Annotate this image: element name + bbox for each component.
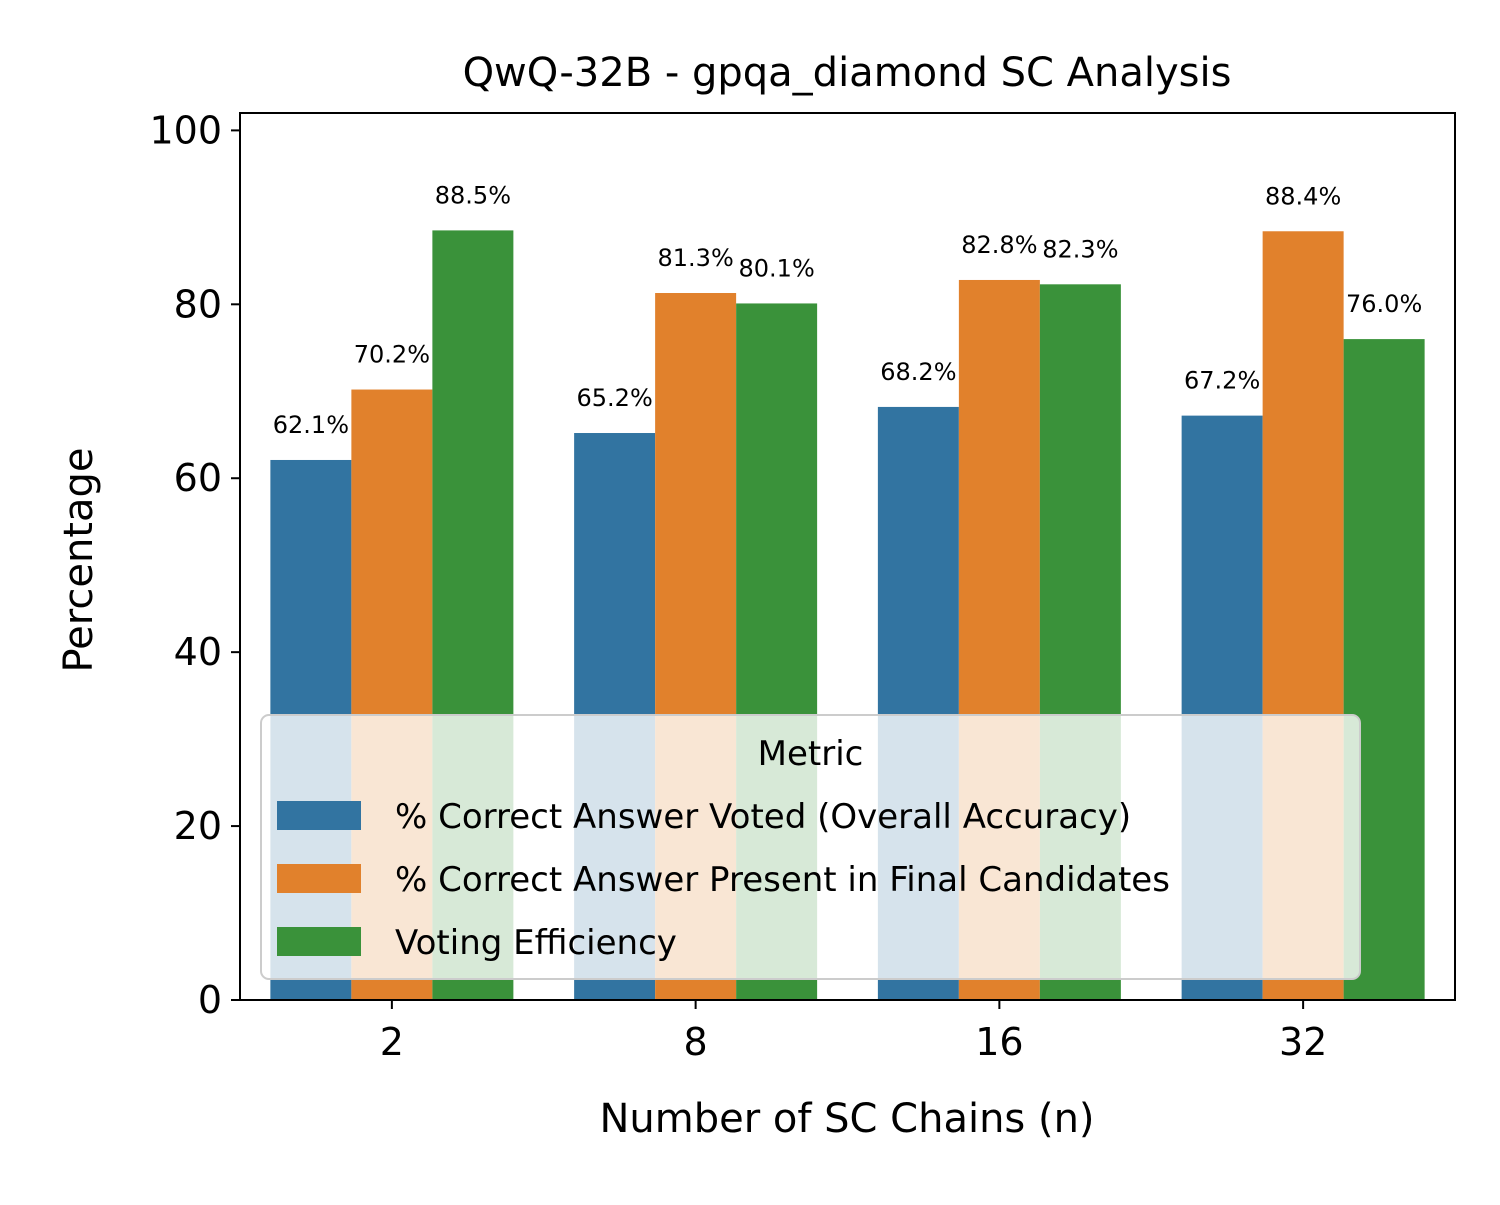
plot-frame (239, 112, 1456, 1001)
bar-value-label: 65.2% (577, 384, 653, 412)
legend-swatch (277, 927, 361, 956)
bar-value-label: 62.1% (273, 411, 349, 439)
chart-title: QwQ-32B - gpqa_diamond SC Analysis (463, 50, 1232, 96)
y-axis-label: Percentage (56, 447, 102, 672)
y-tick-label: 40 (174, 630, 222, 674)
legend-title: Metric (758, 734, 864, 774)
bar-value-label: 80.1% (739, 254, 815, 282)
bar-value-label: 67.2% (1184, 367, 1260, 395)
y-tick-label: 60 (174, 456, 222, 500)
legend-entry-label: % Correct Answer Present in Final Candid… (395, 860, 1170, 900)
bar-labels-layer: 62.1% 65.2% 68.2% 67.2% 70.2% 81.3% 82.8% 88.4%… (273, 181, 1423, 439)
legend-box (260, 714, 1361, 980)
y-tick-label: 0 (198, 978, 222, 1022)
legend-entry-label: Voting Efficiency (395, 923, 677, 963)
legend: Metric % Correct Answer Voted (Overall Ac… (260, 714, 1361, 980)
legend-swatch (277, 801, 361, 830)
bar-value-label: 68.2% (880, 358, 956, 386)
bar-value-label: 81.3% (658, 244, 734, 272)
bar-value-label: 70.2% (354, 341, 430, 369)
y-tick-label: 100 (149, 108, 222, 152)
legend-swatch (277, 864, 361, 893)
x-axis-label: Number of SC Chains (n) (599, 1096, 1094, 1142)
x-tick-label: 16 (975, 1020, 1023, 1064)
x-tick-label: 8 (684, 1020, 708, 1064)
x-tick-label: 32 (1279, 1020, 1327, 1064)
axes-layer: 0 20 40 60 80 100 2 8 16 32 (149, 108, 1456, 1064)
bar-value-label: 82.8% (961, 231, 1037, 259)
bar-value-label: 88.4% (1265, 182, 1341, 210)
bar-value-label: 76.0% (1346, 290, 1422, 318)
y-tick-label: 20 (174, 804, 222, 848)
legend-entry-label: % Correct Answer Voted (Overall Accuracy… (395, 797, 1131, 837)
bar-value-label: 82.3% (1042, 235, 1118, 263)
bar-value-label: 88.5% (435, 181, 511, 209)
x-tick-label: 2 (380, 1020, 404, 1064)
y-tick-label: 80 (174, 282, 222, 326)
